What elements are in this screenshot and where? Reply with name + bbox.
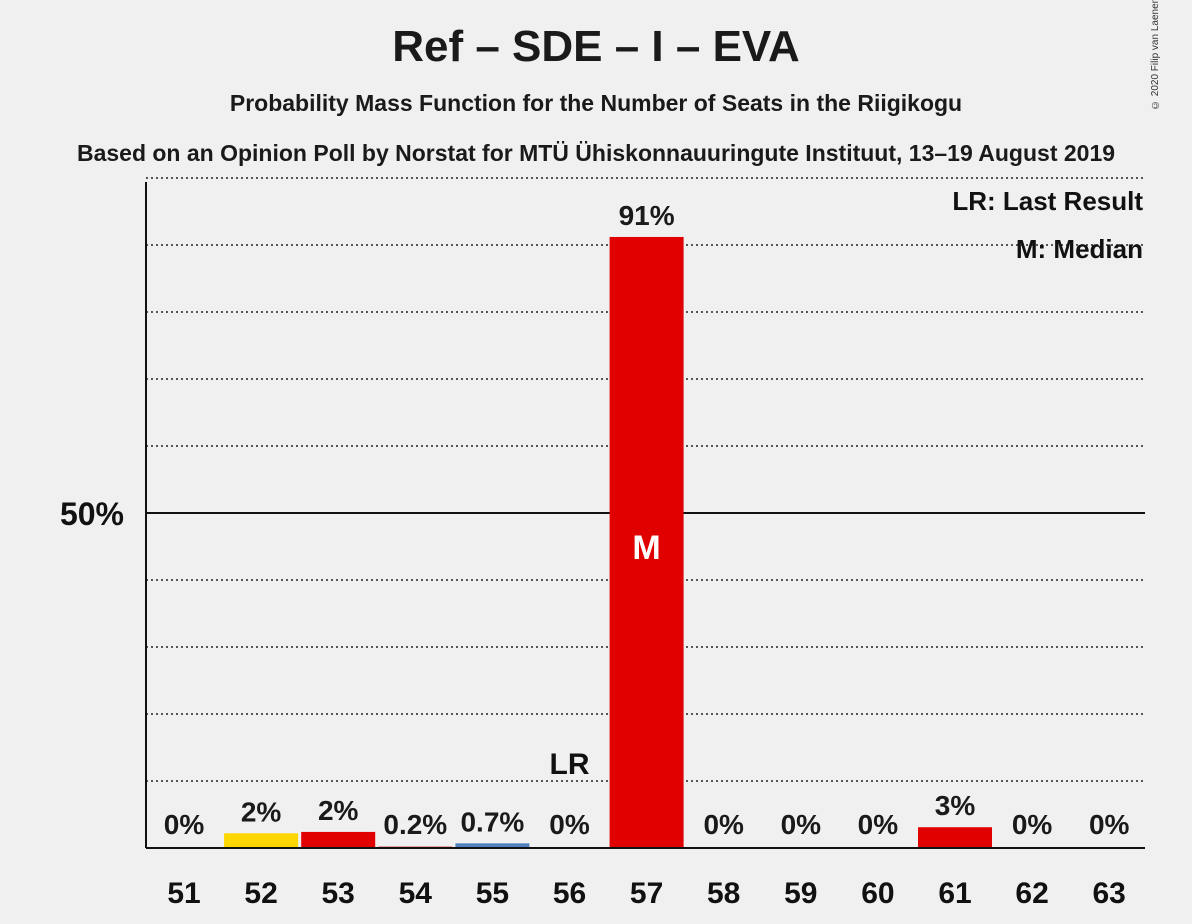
chart-title: Ref – SDE – I – EVA [392, 22, 800, 71]
x-tick-label-55: 55 [476, 877, 509, 910]
value-label-54: 0.2% [383, 809, 447, 840]
x-tick-label-63: 63 [1093, 877, 1126, 910]
value-label-56: 0% [549, 809, 590, 840]
value-label-51: 0% [164, 809, 205, 840]
value-label-63: 0% [1089, 809, 1130, 840]
value-label-52: 2% [241, 796, 282, 827]
x-tick-label-52: 52 [244, 877, 277, 910]
legend-median: M: Median [1016, 234, 1143, 264]
x-tick-label-54: 54 [399, 877, 433, 910]
chart-source: Based on an Opinion Poll by Norstat for … [76, 140, 1116, 166]
x-tick-label-59: 59 [784, 877, 817, 910]
x-tick-label-61: 61 [938, 877, 971, 910]
value-label-62: 0% [1012, 809, 1053, 840]
x-tick-label-60: 60 [861, 877, 894, 910]
value-label-53: 2% [318, 795, 359, 826]
median-marker: M [632, 529, 660, 567]
value-label-58: 0% [703, 809, 744, 840]
value-label-59: 0% [781, 809, 822, 840]
value-label-57: 91% [619, 200, 675, 231]
last-result-marker: LR [550, 748, 590, 781]
x-tick-label-56: 56 [553, 877, 586, 910]
bar-61 [918, 827, 992, 848]
y-tick-label: 50% [60, 496, 124, 532]
x-tick-label-53: 53 [322, 877, 355, 910]
x-tick-label-62: 62 [1015, 877, 1048, 910]
x-tick-label-58: 58 [707, 877, 740, 910]
bar-53 [301, 831, 376, 848]
x-tick-label-57: 57 [630, 877, 663, 910]
value-label-61: 3% [935, 790, 976, 821]
value-label-60: 0% [858, 809, 899, 840]
bar-55 [455, 843, 530, 848]
bar-52 [224, 833, 299, 848]
bar-57 [609, 236, 684, 848]
value-label-55: 0.7% [460, 806, 524, 837]
legend-last-result: LR: Last Result [952, 186, 1143, 216]
chart-subtitle: Probability Mass Function for the Number… [229, 90, 963, 116]
x-tick-label-51: 51 [167, 877, 200, 910]
